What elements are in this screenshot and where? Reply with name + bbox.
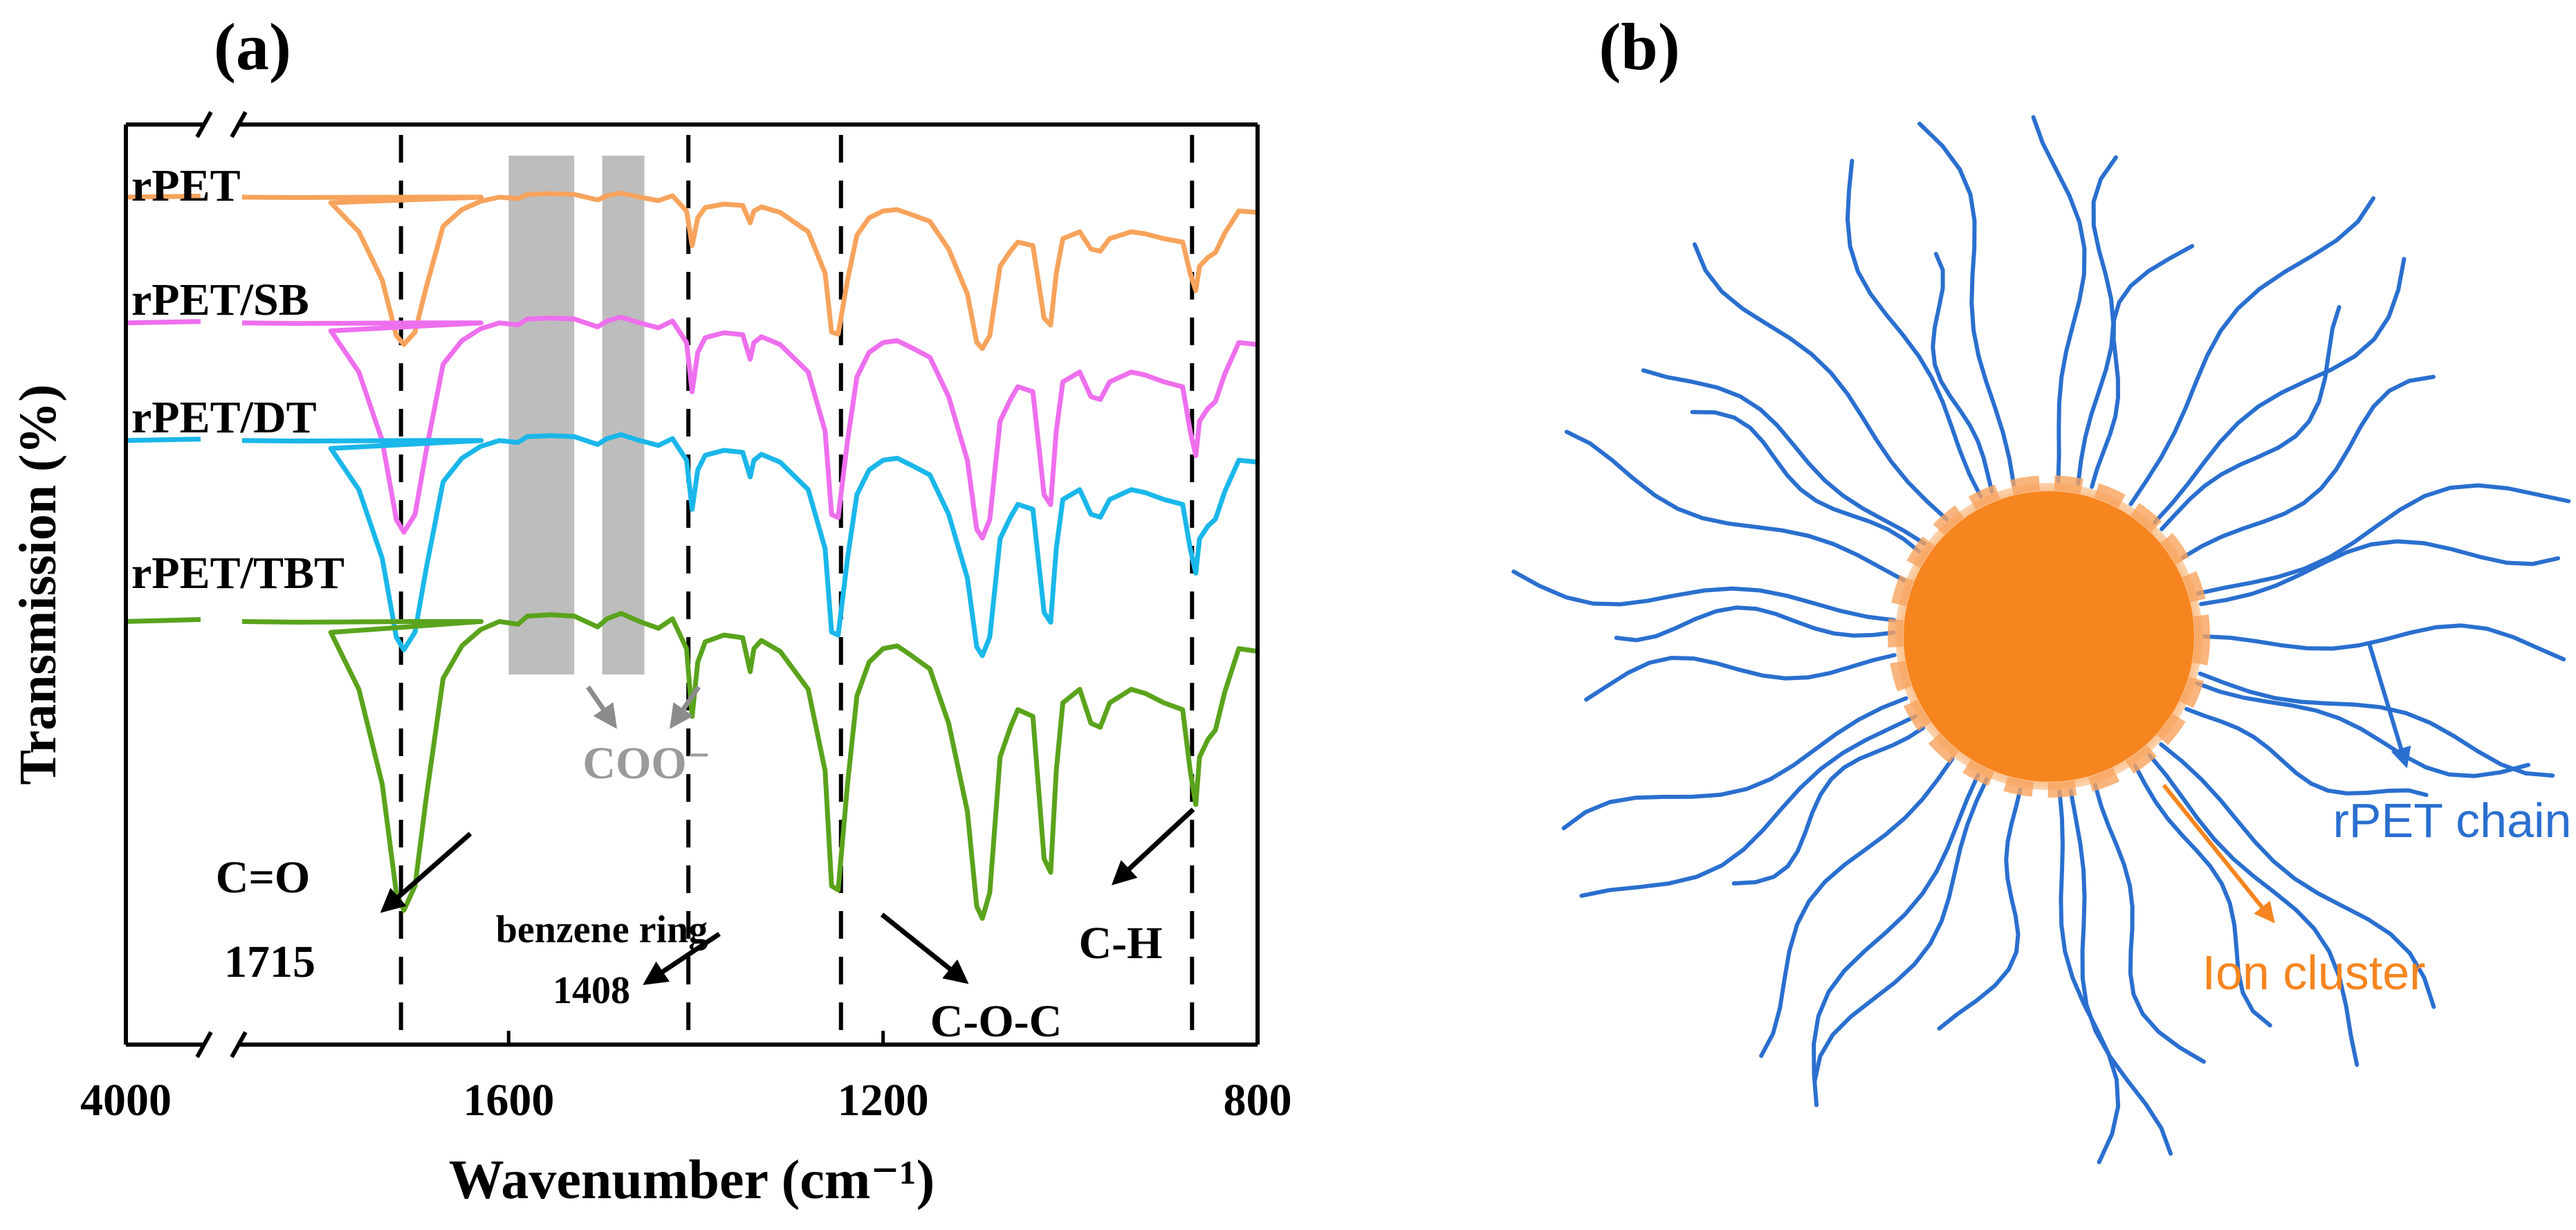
rpet-chain xyxy=(1931,252,1994,494)
x-tick-label-800: 800 xyxy=(1224,1075,1292,1126)
x-tick-label-1600: 1600 xyxy=(463,1075,554,1126)
rpet-chain xyxy=(1845,158,1983,499)
axes-frame xyxy=(124,122,1260,1047)
annotation-1408: 1408 xyxy=(553,969,630,1012)
arrow-c-o-c xyxy=(880,912,969,984)
series-label-rpet-sb: rPET/SB xyxy=(131,275,309,325)
panel-label-b: (b) xyxy=(1599,10,1680,84)
label-ion-cluster: Ion cluster xyxy=(2202,946,2426,1000)
rpet-chain xyxy=(1641,368,1926,546)
series-line-rpet-dt xyxy=(125,432,1258,659)
rpet-chain xyxy=(2133,764,2272,1028)
coo-shaded-regions xyxy=(508,156,645,674)
label-rpet-chain: rPET chain xyxy=(2333,793,2572,847)
arrow-ion-cluster xyxy=(2162,784,2275,924)
y-axis-label: Transmission (%) xyxy=(9,384,67,784)
rpet-chain xyxy=(1812,777,1989,1084)
x-tick-label-4000: 4000 xyxy=(80,1075,172,1126)
ion-cluster-dashed-edge xyxy=(1888,475,2210,798)
ion-cluster xyxy=(1904,491,2194,782)
rpet-chain xyxy=(2160,305,2342,531)
rpet-chain xyxy=(2202,623,2566,662)
spectra-lines xyxy=(125,190,1258,921)
arrow-c-h xyxy=(1111,807,1195,885)
rpet-chain xyxy=(1917,121,2016,487)
rpet-chain xyxy=(1511,569,1897,623)
rpet-chain xyxy=(1937,787,2023,1031)
x-tick-marks xyxy=(124,1031,1260,1045)
series-label-rpet-tbt: rPET/TBT xyxy=(131,548,344,598)
arrow-coo-left xyxy=(586,686,617,729)
arrow-coo-right xyxy=(670,686,701,729)
rpet-chain xyxy=(2153,257,2407,524)
panel-b-ion-cluster-diagram: (b) rPET chain Ion cluster xyxy=(1511,10,2572,1164)
rpet-chains xyxy=(1511,115,2571,1164)
rpet-chain xyxy=(2057,789,2121,1164)
panel-label-a: (a) xyxy=(214,10,291,84)
panel-a-ftir-chart: (a) 4000 1600 1200 800 Wavenumber (cm⁻¹)… xyxy=(9,10,1292,1211)
rpet-chain xyxy=(1564,430,1906,582)
axis-break-marks xyxy=(195,111,248,1058)
rpet-chain xyxy=(1584,653,1897,702)
annotation-benzene-ring: benzene ring xyxy=(496,908,708,951)
rpet-chain xyxy=(1692,242,1949,522)
annotation-1715: 1715 xyxy=(224,937,315,987)
rpet-chain xyxy=(2184,706,2429,798)
rpet-chain xyxy=(1812,773,1980,1108)
rpet-chain xyxy=(1614,605,1896,643)
arrow-c-o xyxy=(380,832,472,913)
x-axis-label: Wavenumber (cm⁻¹) xyxy=(449,1150,935,1211)
annotation-c-o-c: C-O-C xyxy=(930,996,1062,1047)
rpet-chain xyxy=(2068,788,2173,1156)
rpet-chain xyxy=(1690,410,1921,553)
rpet-chain xyxy=(1561,696,1908,831)
rpet-chain xyxy=(2090,244,2195,489)
series-line-rpet-tbt xyxy=(125,611,1258,921)
x-tick-label-1200: 1200 xyxy=(838,1075,929,1126)
series-line-rpet xyxy=(125,190,1258,351)
annotation-coo: COO⁻ xyxy=(582,738,710,789)
series-label-rpet: rPET xyxy=(131,160,241,211)
rpet-chain xyxy=(2196,483,2571,596)
rpet-chain xyxy=(2093,782,2206,1064)
rpet-chain xyxy=(1731,726,1925,885)
rpet-chain xyxy=(2147,753,2359,1067)
rpet-chain xyxy=(2199,539,2561,607)
annotation-c-o: C=O xyxy=(216,852,311,903)
rpet-chain xyxy=(2128,196,2375,506)
annotation-c-h: C-H xyxy=(1079,918,1163,969)
arrow-rpet-chain xyxy=(2367,643,2411,769)
rpet-chain xyxy=(2180,374,2436,560)
coo-shaded-region-1 xyxy=(508,156,575,674)
rpet-chain xyxy=(1579,714,1917,898)
arrow-benzene-ring xyxy=(643,932,721,985)
series-label-rpet-dt: rPET/DT xyxy=(131,392,317,443)
rpet-chain xyxy=(2159,742,2436,1009)
rpet-chain xyxy=(2198,671,2555,778)
rpet-chain xyxy=(2031,115,2087,484)
rpet-chain xyxy=(2195,681,2530,778)
rpet-chain xyxy=(1759,756,1955,1058)
series-line-rpet-sb xyxy=(125,314,1258,541)
coo-shaded-region-2 xyxy=(602,156,645,674)
